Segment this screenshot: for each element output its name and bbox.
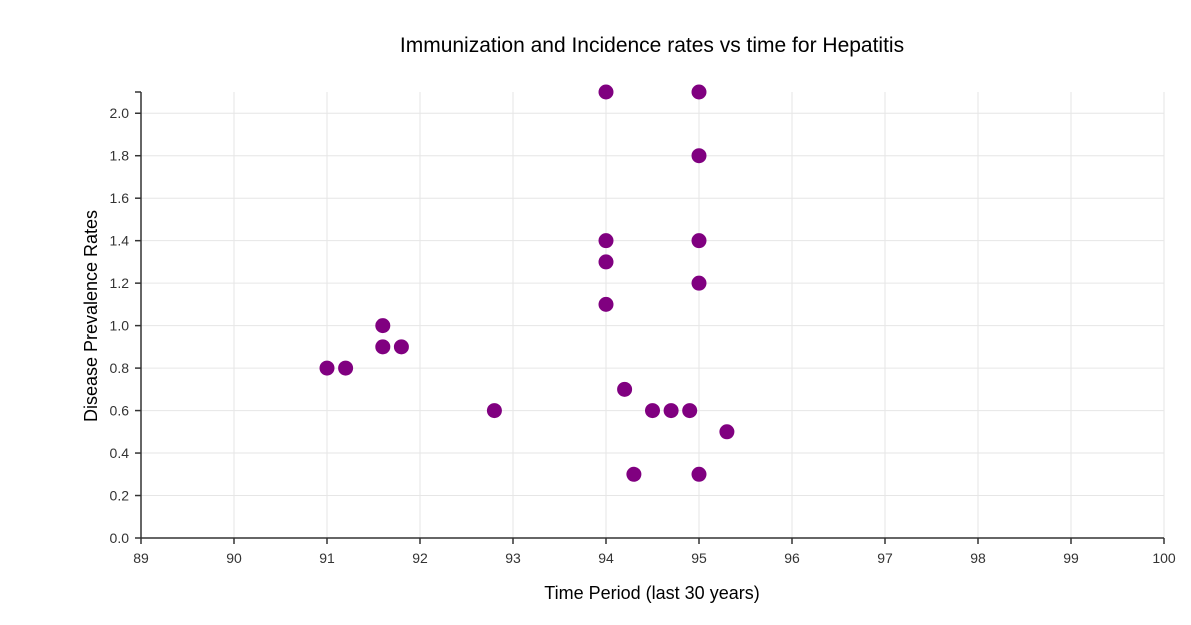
y-tick-label: 2.0	[110, 105, 130, 121]
x-tick-label: 94	[598, 550, 614, 566]
data-point	[375, 318, 391, 334]
y-tick-label: 1.4	[110, 233, 130, 249]
y-tick-label: 1.0	[110, 318, 130, 334]
data-point	[617, 381, 633, 397]
x-tick-label: 96	[784, 550, 800, 566]
x-tick-label: 99	[1063, 550, 1079, 566]
y-axis-label: Disease Prevalence Rates	[81, 210, 101, 422]
data-point	[645, 403, 660, 419]
x-tick-label: 98	[970, 550, 986, 566]
data-point	[719, 424, 735, 440]
x-tick-label: 97	[877, 550, 893, 566]
y-tick-label: 1.6	[110, 190, 130, 206]
x-tick-label: 92	[412, 550, 428, 566]
x-tick-label: 93	[505, 550, 521, 566]
data-point	[626, 466, 642, 482]
x-tick-label: 89	[133, 550, 149, 566]
x-tick-label: 90	[226, 550, 242, 566]
y-tick-label: 0.0	[110, 530, 130, 546]
grid-lines	[140, 92, 1165, 539]
data-point	[338, 360, 354, 376]
y-tick-label: 0.8	[110, 360, 130, 376]
y-tick-label: 1.8	[110, 148, 130, 164]
x-tick-label: 100	[1152, 550, 1176, 566]
data-point	[598, 296, 614, 312]
data-points	[319, 84, 735, 482]
chart-title: Immunization and Incidence rates vs time…	[400, 34, 904, 57]
data-point	[319, 360, 335, 376]
data-point	[663, 403, 679, 419]
x-tick-label: 95	[691, 550, 707, 566]
tick-labels: 89 90 91 92 93 94 95 96 97 98 99 100 0.0 0.2 0.4 0.6 0.8…	[110, 105, 1176, 566]
data-point	[682, 403, 698, 419]
data-point	[691, 466, 707, 482]
y-tick-label: 1.2	[110, 275, 130, 291]
data-point	[691, 84, 707, 100]
y-tick-label: 0.2	[110, 488, 130, 504]
x-axis-label: Time Period (last 30 years)	[544, 583, 759, 603]
data-point	[486, 403, 502, 419]
data-point	[691, 148, 707, 164]
y-tick-label: 0.4	[110, 445, 130, 461]
y-tick-label: 0.6	[110, 403, 130, 419]
data-point	[598, 233, 614, 249]
data-point	[375, 339, 391, 355]
x-tick-label: 91	[319, 550, 335, 566]
data-point	[691, 275, 707, 291]
data-point	[598, 254, 614, 270]
data-point	[691, 233, 707, 249]
axes	[135, 91, 1165, 544]
data-point	[393, 339, 409, 355]
data-point	[598, 84, 614, 100]
